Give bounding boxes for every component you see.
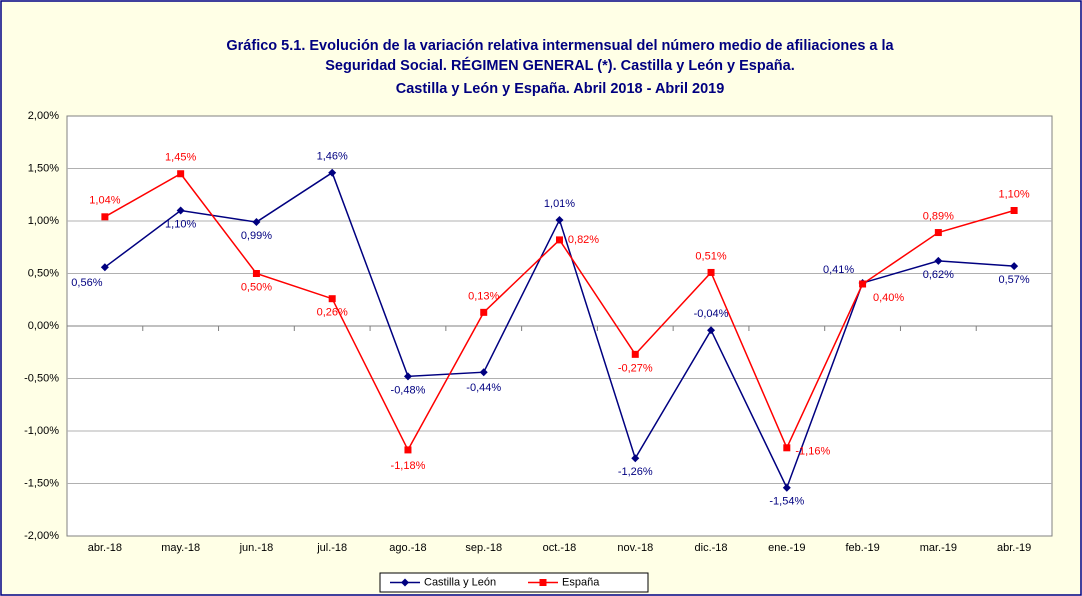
marker	[1010, 207, 1018, 214]
marker	[934, 229, 942, 237]
marker	[328, 295, 336, 303]
data-label: -1,54%	[769, 496, 804, 508]
data-label: 0,41%	[823, 264, 854, 276]
x-tick-label: jun.-18	[239, 542, 274, 554]
data-label: -0,27%	[618, 362, 653, 374]
data-label: 1,45%	[165, 152, 196, 164]
marker	[556, 236, 563, 244]
chart-title: Gráfico 5.1. Evolución de la variación r…	[226, 38, 894, 54]
marker	[934, 256, 943, 265]
x-tick-label: feb.-19	[845, 542, 879, 554]
legend-marker	[401, 578, 409, 587]
data-label: 0,62%	[923, 269, 954, 281]
legend-label: España	[562, 576, 600, 588]
marker	[782, 483, 791, 492]
y-tick-label: -1,00%	[24, 425, 59, 437]
y-tick-label: -0,50%	[24, 372, 59, 384]
chart-title: Seguridad Social. RÉGIMEN GENERAL (*). C…	[325, 57, 794, 74]
data-label: -1,26%	[618, 466, 653, 478]
y-tick-label: 1,00%	[28, 215, 59, 227]
marker	[176, 206, 185, 215]
data-label: 0,40%	[873, 292, 904, 304]
y-tick-label: 2,00%	[28, 110, 59, 122]
y-tick-label: 1,50%	[28, 162, 59, 174]
y-tick-label: 0,50%	[28, 267, 59, 279]
marker	[252, 218, 261, 227]
marker	[101, 213, 109, 221]
data-label: -0,44%	[466, 382, 501, 394]
x-tick-label: ene.-19	[768, 542, 805, 554]
data-label: 0,51%	[695, 250, 726, 262]
y-tick-label: -2,00%	[24, 530, 59, 542]
data-label: 0,26%	[317, 307, 348, 319]
marker	[479, 368, 488, 377]
marker	[783, 444, 791, 452]
data-label: 0,57%	[999, 274, 1030, 286]
data-label: -0,04%	[694, 308, 729, 320]
marker	[177, 170, 185, 178]
chart-title: Castilla y León y España. Abril 2018 - A…	[396, 81, 725, 97]
data-label: 0,50%	[241, 281, 272, 293]
marker	[555, 215, 564, 224]
marker	[631, 454, 640, 463]
marker	[100, 263, 109, 272]
data-label: 1,10%	[165, 218, 196, 230]
marker	[480, 308, 488, 316]
y-tick-label: -1,50%	[24, 477, 59, 489]
x-tick-label: abr.-19	[997, 542, 1031, 554]
data-label: 0,56%	[71, 277, 102, 289]
marker	[404, 446, 412, 454]
marker	[707, 268, 715, 276]
data-label: 0,89%	[923, 210, 954, 222]
x-tick-label: nov.-18	[617, 542, 653, 554]
data-label: -1,16%	[795, 446, 830, 458]
x-tick-label: jul.-18	[316, 542, 347, 554]
data-label: 0,82%	[568, 234, 599, 246]
marker	[403, 372, 412, 381]
y-tick-label: 0,00%	[28, 320, 59, 332]
marker	[707, 326, 716, 335]
marker	[328, 168, 337, 177]
x-tick-label: abr.-18	[88, 542, 122, 554]
data-label: 1,10%	[999, 188, 1030, 200]
x-tick-label: oct.-18	[543, 542, 577, 554]
legend-marker	[539, 579, 547, 586]
marker	[859, 280, 867, 288]
legend-box	[379, 572, 649, 593]
legend-label: Castilla y León	[424, 576, 496, 588]
x-tick-label: may.-18	[161, 542, 200, 554]
marker	[631, 350, 639, 358]
marker	[1010, 262, 1019, 271]
x-tick-label: sep.-18	[465, 542, 502, 554]
data-label: -0,48%	[391, 384, 426, 396]
x-tick-label: mar.-19	[920, 542, 957, 554]
data-label: 1,04%	[89, 195, 120, 207]
x-tick-label: ago.-18	[389, 542, 426, 554]
data-label: 0,99%	[241, 230, 272, 242]
data-label: 1,01%	[544, 198, 575, 210]
marker	[252, 270, 260, 277]
x-tick-label: dic.-18	[695, 542, 728, 554]
data-label: 1,46%	[317, 151, 348, 163]
data-label: 0,13%	[468, 290, 499, 302]
data-label: -1,18%	[391, 460, 426, 472]
